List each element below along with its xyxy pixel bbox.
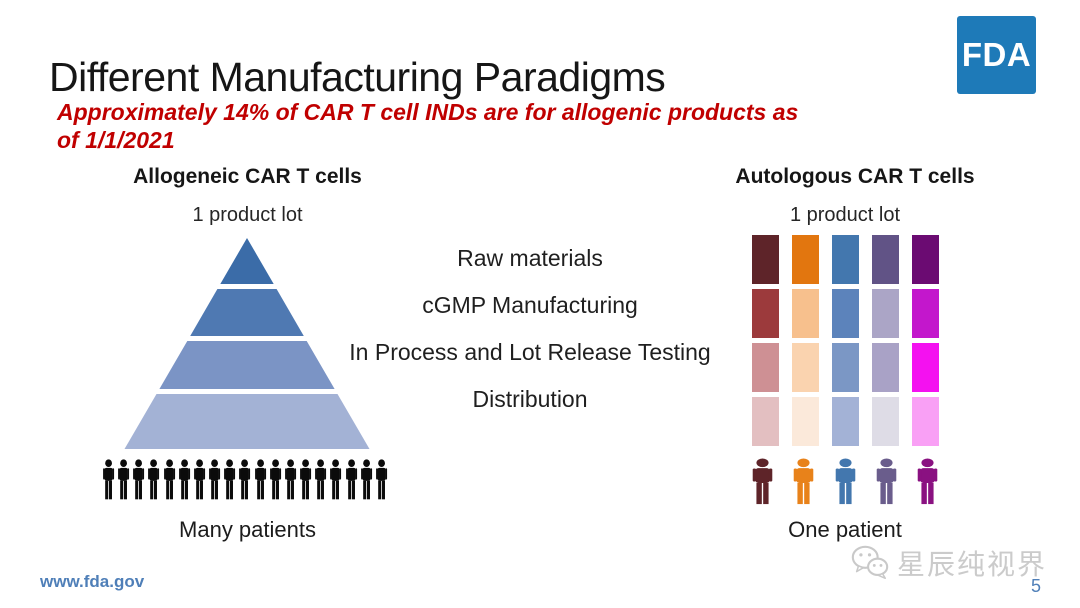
person-icon bbox=[330, 459, 342, 500]
product-lot-cell bbox=[912, 235, 939, 284]
product-lot-cell bbox=[872, 397, 899, 446]
product-lot-cell bbox=[752, 343, 779, 392]
person-icon bbox=[133, 459, 145, 500]
person-icon bbox=[178, 459, 190, 500]
person-icon bbox=[194, 459, 206, 500]
subtitle-note: Approximately 14% of CAR T cell INDs are… bbox=[57, 98, 1037, 154]
watermark: 星辰纯视界 bbox=[849, 542, 1047, 584]
product-lot-cell bbox=[792, 235, 819, 284]
person-icon bbox=[300, 459, 312, 500]
autologous-heading: Autologous CAR T cells bbox=[735, 165, 975, 188]
person-icon bbox=[315, 459, 327, 500]
pyramid-diagram bbox=[124, 238, 370, 449]
fda-gov-url: www.fda.gov bbox=[40, 572, 145, 591]
fda-logo-text: FDA bbox=[961, 36, 1032, 73]
product-lot-cell bbox=[832, 289, 859, 338]
person-icon bbox=[209, 459, 221, 500]
product-lot-grid bbox=[752, 235, 939, 446]
product-lot-cell bbox=[912, 343, 939, 392]
subtitle-line-2: of 1/1/2021 bbox=[57, 127, 175, 153]
many-patients-row bbox=[101, 459, 389, 501]
product-lot-cell bbox=[752, 289, 779, 338]
page-number: 5 bbox=[1030, 576, 1041, 596]
one-patient-label: One patient bbox=[788, 517, 902, 542]
process-step: Distribution bbox=[472, 386, 588, 412]
product-lot-cell bbox=[872, 289, 899, 338]
person-icon bbox=[876, 458, 897, 505]
product-lot-cell bbox=[792, 289, 819, 338]
product-lot-cell bbox=[752, 397, 779, 446]
person-icon bbox=[345, 459, 357, 500]
person-icon bbox=[103, 459, 115, 500]
person-icon bbox=[917, 458, 938, 505]
product-lot-cell bbox=[792, 397, 819, 446]
product-lot-cell bbox=[912, 397, 939, 446]
autologous-product-lot-label: 1 product lot bbox=[789, 204, 901, 226]
wechat-icon bbox=[851, 545, 889, 580]
allogeneic-product-lot-label: 1 product lot bbox=[192, 204, 303, 226]
person-icon bbox=[375, 459, 387, 500]
person-icon bbox=[752, 458, 773, 505]
product-lot-cell bbox=[752, 235, 779, 284]
product-lot-cell bbox=[872, 235, 899, 284]
person-icon bbox=[835, 458, 855, 505]
person-icon bbox=[148, 459, 160, 500]
product-lot-cell bbox=[912, 289, 939, 338]
person-icon bbox=[254, 459, 266, 500]
product-lot-cell bbox=[832, 397, 859, 446]
product-lot-cell bbox=[832, 343, 859, 392]
many-patients-label: Many patients bbox=[179, 517, 316, 542]
process-step: cGMP Manufacturing bbox=[422, 292, 638, 318]
person-icon bbox=[284, 459, 296, 500]
person-icon bbox=[239, 459, 251, 500]
person-icon bbox=[224, 459, 236, 500]
product-lot-cell bbox=[792, 343, 819, 392]
process-step: Raw materials bbox=[457, 245, 603, 271]
subtitle-line-1: Approximately 14% of CAR T cell INDs are… bbox=[57, 99, 799, 125]
person-icon bbox=[793, 458, 814, 505]
product-lot-cell bbox=[872, 343, 899, 392]
one-patient-row bbox=[749, 458, 941, 506]
process-step: In Process and Lot Release Testing bbox=[349, 339, 711, 365]
allogeneic-heading: Allogeneic CAR T cells bbox=[133, 165, 362, 188]
person-icon bbox=[360, 459, 372, 500]
fda-logo: FDA bbox=[957, 16, 1036, 94]
product-lot-cell bbox=[832, 235, 859, 284]
person-icon bbox=[163, 459, 175, 500]
person-icon bbox=[118, 459, 130, 500]
watermark-text: 星辰纯视界 bbox=[897, 548, 1048, 581]
slide-title: Different Manufacturing Paradigms bbox=[49, 54, 666, 101]
process-steps: Raw materials cGMP Manufacturing In Proces… bbox=[345, 243, 715, 415]
person-icon bbox=[269, 459, 281, 500]
